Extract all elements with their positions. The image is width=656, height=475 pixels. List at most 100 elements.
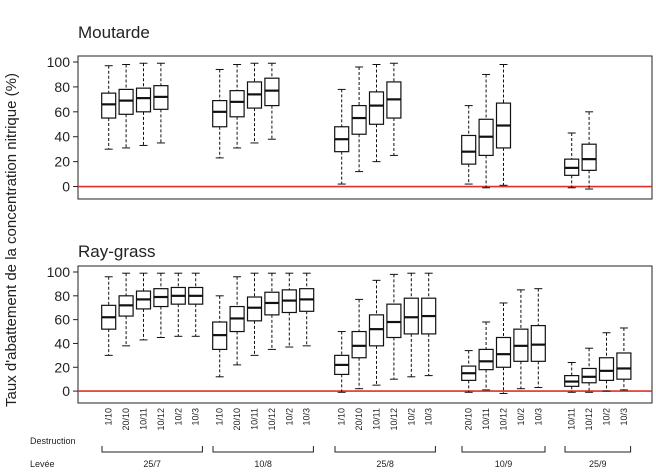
- panel-2: Ray-grass 0 20 40 60 80 100: [47, 242, 653, 404]
- x-tick-label: 10/2: [406, 408, 416, 426]
- x-tick-label: 10/2: [284, 408, 294, 426]
- y-tick-label: 40: [54, 129, 70, 145]
- box-25/8-20/10: [351, 298, 367, 390]
- box-iqr: [135, 87, 152, 113]
- box-25/8-10/12: [386, 62, 402, 156]
- box-25/9-10/2: [598, 332, 615, 392]
- y-tick-label: 100: [47, 264, 71, 280]
- group-bracket: [461, 446, 546, 453]
- levee-label: 25/7: [143, 459, 161, 469]
- box-10/9-10/3: [530, 288, 546, 389]
- box-iqr: [581, 143, 597, 171]
- x-tick-label: 10/11: [372, 408, 382, 430]
- chart-panels: Moutarde 0 20 40 60 80 100 Ray-grass 0 20 40 60 80 10…: [47, 23, 653, 404]
- levee-row-label: Levée: [30, 459, 55, 469]
- x-tick-label: 10/12: [389, 408, 399, 431]
- y-tick-label: 0: [62, 383, 70, 399]
- box-iqr: [212, 100, 228, 128]
- x-tick-label: 10/11: [250, 408, 260, 430]
- x-tick-label: 10/3: [533, 408, 543, 426]
- box-iqr: [101, 92, 117, 119]
- x-tick-label: 10/2: [516, 408, 526, 426]
- box-iqr: [351, 330, 367, 359]
- x-tick-label: 10/3: [424, 408, 434, 426]
- y-tick-label: 80: [54, 79, 70, 95]
- box-25/9-10/11: [564, 362, 580, 393]
- box-iqr: [598, 357, 615, 381]
- box-25/7-10/3: [188, 272, 204, 337]
- x-tick-label: 10/12: [156, 408, 166, 431]
- y-tick-label: 60: [54, 312, 70, 328]
- panel-frame: [77, 55, 653, 200]
- x-tick-label: 10/3: [619, 408, 629, 426]
- box-iqr: [403, 297, 419, 335]
- group-bracket: [334, 446, 436, 453]
- x-tick-label: 10/12: [584, 408, 594, 431]
- box-iqr: [368, 91, 385, 125]
- y-axis-label: Taux d'abattement de la concentration ni…: [3, 73, 20, 407]
- box-25/9-10/12: [581, 111, 597, 190]
- box-25/9-10/11: [564, 132, 580, 189]
- box-10/9-10/2: [513, 289, 529, 390]
- box-10/8-20/10: [229, 63, 245, 149]
- box-10/9-10/12: [495, 302, 512, 394]
- box-iqr: [386, 303, 402, 339]
- box-iqr: [478, 348, 494, 371]
- box-10/8-20/10: [229, 276, 245, 366]
- x-tick-label: 10/11: [481, 408, 491, 430]
- x-tick-label: 20/10: [354, 408, 364, 431]
- box-iqr: [264, 77, 280, 107]
- box-iqr: [581, 367, 597, 384]
- box-25/8-1/10: [334, 88, 350, 185]
- box-10/8-10/11: [246, 272, 263, 356]
- x-tick-label: 10/11: [139, 408, 149, 430]
- levee-label: 25/8: [376, 459, 394, 469]
- box-iqr: [229, 90, 245, 118]
- x-axis: 1/10 20/10 10/11 10/12 10/2 10/3 25/7 1/10 20/10…: [30, 408, 632, 469]
- box-25/7-1/10: [101, 276, 117, 356]
- y-tick-label: 20: [54, 359, 70, 375]
- box-10/8-10/2: [281, 272, 297, 348]
- x-tick-label: 1/10: [337, 408, 347, 426]
- box-iqr: [616, 352, 632, 380]
- box-25/8-1/10: [334, 331, 350, 393]
- x-tick-label: 20/10: [121, 408, 131, 431]
- destruction-row-label: Destruction: [30, 436, 76, 446]
- y-tick-label: 100: [47, 54, 71, 70]
- group-bracket: [212, 446, 314, 453]
- box-25/7-10/12: [153, 62, 169, 144]
- box-iqr: [118, 88, 134, 115]
- x-tick-label: 1/10: [215, 408, 225, 426]
- box-10/9-10/11: [478, 321, 494, 391]
- box-iqr: [351, 104, 367, 135]
- x-tick-label: 20/10: [464, 408, 474, 431]
- levee-label: 25/9: [589, 459, 607, 469]
- box-25/8-10/12: [386, 273, 402, 380]
- box-10/8-10/3: [299, 272, 315, 347]
- y-tick-label: 20: [54, 154, 70, 170]
- x-tick-label: 10/3: [302, 408, 312, 426]
- box-25/8-10/11: [368, 63, 385, 163]
- x-tick-label: 10/12: [499, 408, 509, 431]
- group-bracket: [101, 446, 203, 453]
- box-10/8-10/12: [264, 62, 280, 140]
- box-iqr: [495, 336, 512, 368]
- box-25/7-1/10: [101, 65, 117, 150]
- box-25/8-10/11: [368, 279, 385, 386]
- panel-title: Ray-grass: [78, 242, 155, 261]
- levee-label: 10/8: [254, 459, 272, 469]
- box-25/7-10/12: [153, 272, 169, 338]
- box-25/9-10/3: [616, 327, 632, 391]
- group-bracket: [564, 446, 632, 453]
- panel-1: Moutarde 0 20 40 60 80 100: [47, 23, 653, 200]
- box-25/7-10/2: [170, 272, 186, 337]
- x-tick-label: 10/11: [567, 408, 577, 430]
- box-10/9-10/12: [495, 63, 512, 186]
- box-10/9-20/10: [461, 350, 477, 393]
- box-25/7-10/11: [135, 62, 152, 146]
- x-tick-label: 10/2: [173, 408, 183, 426]
- box-10/8-1/10: [212, 68, 228, 159]
- x-tick-label: 10/2: [602, 408, 612, 426]
- box-10/9-20/10: [461, 105, 477, 185]
